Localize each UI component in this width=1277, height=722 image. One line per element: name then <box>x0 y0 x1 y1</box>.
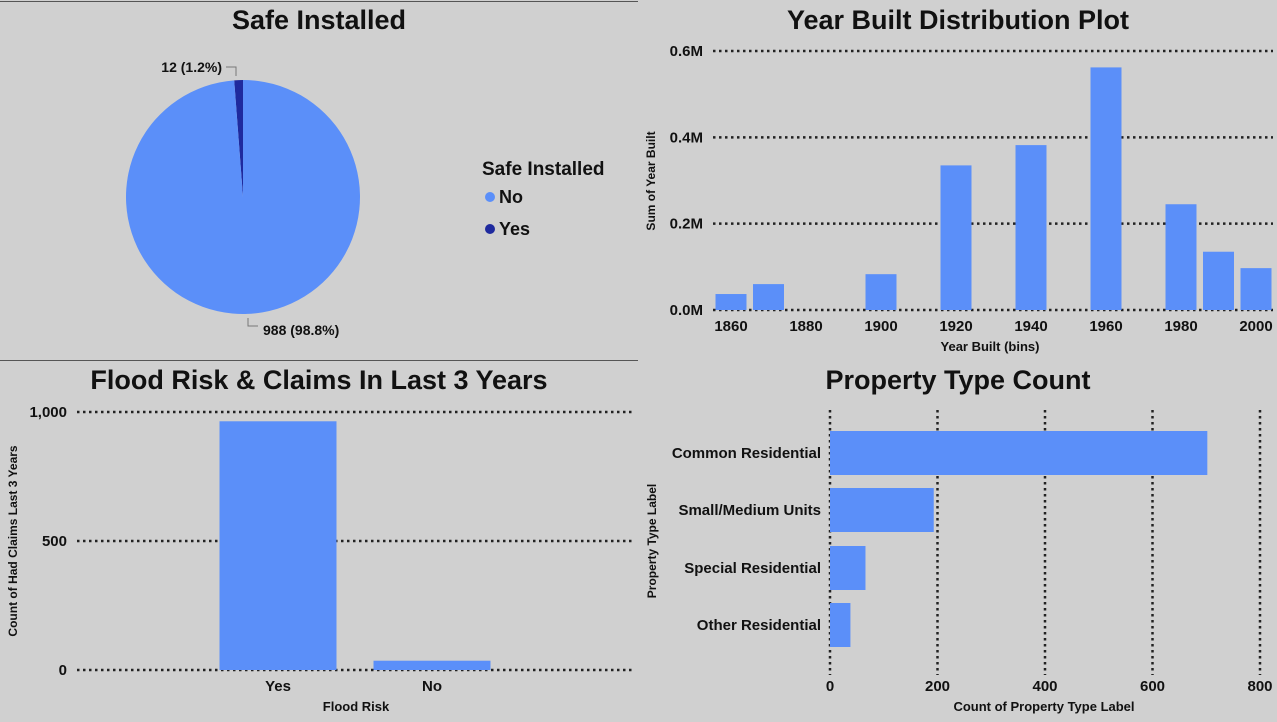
x-tick-label: 0 <box>826 678 834 695</box>
x-tick-label: 800 <box>1247 678 1272 695</box>
chart-title: Safe Installed <box>232 5 406 35</box>
legend-yes-label: Yes <box>499 219 530 239</box>
bar-small-medium-units[interactable] <box>830 488 934 532</box>
safe-installed-panel: Safe Installed 12 (1.2%) 988 (98.8%) Saf… <box>0 0 638 360</box>
bar-1940[interactable] <box>1015 145 1047 310</box>
x-tick-label: No <box>422 678 442 695</box>
year-built-panel: Year Built Distribution Plot 0.0M 0.2M 0.4… <box>638 0 1277 360</box>
bar-1860[interactable] <box>715 294 747 310</box>
property-type-panel: Property Type Count Common Residential Sm… <box>638 361 1277 717</box>
bar-special-residential[interactable] <box>830 546 866 590</box>
no-data-label: 988 (98.8%) <box>263 322 339 338</box>
category-label: Common Residential <box>672 445 821 462</box>
legend-no-label: No <box>499 187 523 207</box>
y-axis-label: Sum of Year Built <box>644 131 658 230</box>
x-tick-label: 1960 <box>1089 318 1122 335</box>
bars <box>715 67 1272 310</box>
x-tick-label: 600 <box>1140 678 1165 695</box>
y-tick-label: 0.6M <box>670 43 703 60</box>
bar-no[interactable] <box>373 660 491 670</box>
y-tick-label: 1,000 <box>29 404 67 421</box>
bar-1870[interactable] <box>753 284 784 310</box>
x-tick-labels: 0 200 400 600 800 <box>826 678 1273 695</box>
bar-1980[interactable] <box>1165 204 1197 310</box>
x-axis-label: Flood Risk <box>323 699 390 714</box>
category-label: Small/Medium Units <box>678 502 821 519</box>
bar-1960[interactable] <box>1090 67 1122 310</box>
x-tick-label: 1920 <box>939 318 972 335</box>
y-tick-labels: 0.0M 0.2M 0.4M 0.6M <box>670 43 703 319</box>
bars <box>219 421 491 670</box>
property-type-chart: Property Type Count Common Residential Sm… <box>645 365 1273 714</box>
bar-1990[interactable] <box>1203 251 1234 310</box>
bar-1920[interactable] <box>940 165 972 310</box>
category-label: Other Residential <box>697 617 821 634</box>
bar-2000[interactable] <box>1240 268 1272 310</box>
pie-slices <box>125 80 360 314</box>
y-gridlines <box>77 410 635 672</box>
x-tick-label: 1980 <box>1164 318 1197 335</box>
x-tick-label: 1900 <box>864 318 897 335</box>
x-tick-label: 1940 <box>1014 318 1047 335</box>
flood-risk-panel: Flood Risk & Claims In Last 3 Years 0 500… <box>0 361 638 717</box>
y-axis-label: Count of Had Claims Last 3 Years <box>6 445 20 636</box>
safe-installed-chart: Safe Installed 12 (1.2%) 988 (98.8%) Saf… <box>125 5 605 338</box>
y-axis-label: Property Type Label <box>645 484 659 598</box>
y-tick-label: 0.0M <box>670 302 703 319</box>
chart-title: Property Type Count <box>825 365 1090 395</box>
x-tick-label: 400 <box>1032 678 1057 695</box>
chart-title: Flood Risk & Claims In Last 3 Years <box>90 365 547 395</box>
legend-yes-marker <box>485 224 495 234</box>
y-tick-label: 0.2M <box>670 216 703 233</box>
no-leader-line <box>247 318 258 327</box>
x-axis-label: Year Built (bins) <box>941 339 1040 354</box>
bars <box>830 431 1208 647</box>
top-left-divider <box>0 1 638 2</box>
year-built-chart: Year Built Distribution Plot 0.0M 0.2M 0.4… <box>644 5 1273 354</box>
yes-leader-line <box>226 66 237 76</box>
x-tick-label: 1880 <box>789 318 822 335</box>
y-tick-label: 0.4M <box>670 129 703 146</box>
yes-data-label: 12 (1.2%) <box>161 59 222 75</box>
x-tick-label: Yes <box>265 678 291 695</box>
category-labels: Common Residential Small/Medium Units Spec… <box>672 445 821 634</box>
flood-risk-chart: Flood Risk & Claims In Last 3 Years 0 500… <box>6 365 635 714</box>
x-tick-labels: 1860 1880 1900 1920 1940 1960 1980 2000 <box>714 318 1272 335</box>
y-tick-label: 0 <box>59 662 67 679</box>
y-tick-label: 500 <box>42 533 67 550</box>
bar-common-residential[interactable] <box>830 431 1208 475</box>
y-tick-labels: 0 500 1,000 <box>29 404 67 679</box>
legend-title: Safe Installed <box>482 159 605 180</box>
bar-yes[interactable] <box>219 421 337 670</box>
x-tick-labels: Yes No <box>265 678 442 695</box>
chart-title: Year Built Distribution Plot <box>787 5 1129 35</box>
middle-left-divider <box>0 360 638 361</box>
category-label: Special Residential <box>684 560 821 577</box>
bar-1900[interactable] <box>865 274 897 310</box>
legend-no-marker <box>485 192 495 202</box>
x-axis-label: Count of Property Type Label <box>953 699 1134 714</box>
pie-slice-yes[interactable] <box>234 80 243 197</box>
bar-other-residential[interactable] <box>830 603 851 647</box>
x-tick-label: 2000 <box>1239 318 1272 335</box>
x-tick-label: 1860 <box>714 318 747 335</box>
pie-slice-no[interactable] <box>125 80 360 314</box>
x-tick-label: 200 <box>925 678 950 695</box>
